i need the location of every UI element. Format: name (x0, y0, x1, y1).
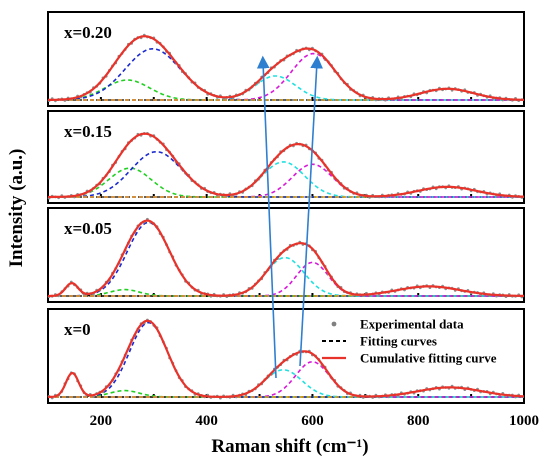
x-tick-label: 200 (90, 413, 113, 429)
fitting-curve-p850 (48, 186, 525, 198)
fitting-curve-p850 (48, 285, 524, 297)
fitting-curve-p250 (48, 288, 524, 297)
fitting-curve-p850 (48, 386, 525, 398)
panel-4: x=0 (47, 308, 525, 404)
panel-label: x=0.20 (64, 23, 112, 42)
y-axis-label: Intensity (a.u.) (6, 149, 27, 268)
panel-label: x=0 (64, 320, 91, 339)
legend: Experimental data Fitting curves Cumulativ… (322, 317, 497, 366)
cumulative-fitting-curve (48, 35, 524, 102)
fitting-curve-p600 (48, 261, 524, 297)
x-tick-label: 800 (407, 413, 430, 429)
panels-layer: x=0.20 x=0.15 x=0.05 x=0 (47, 11, 525, 404)
panel-1: x=0.20 (47, 11, 525, 107)
fitting-curve-p250 (48, 389, 524, 398)
legend-marker-experimental (331, 321, 337, 327)
panel-frame (47, 207, 525, 303)
x-tick-label: 1000 (509, 413, 539, 429)
shift-arrow-right (299, 55, 324, 367)
panel-frame (47, 110, 525, 204)
fitting-curve-p850 (48, 88, 524, 101)
x-tick-label: 600 (301, 413, 324, 429)
axes-text-layer: 200 400 600 800 1000 Raman shift (cm⁻¹) Intens… (6, 149, 539, 457)
fitting-curve-p600 (48, 52, 524, 101)
panel-frame (47, 11, 525, 107)
cumulative-fitting-curve (48, 319, 525, 399)
fitting-curve-p300 (48, 151, 524, 198)
cumulative-fitting-curve (48, 219, 524, 298)
panel-label: x=0.15 (64, 122, 112, 141)
panel-3: x=0.05 (47, 207, 525, 303)
panel-2: x=0.15 (47, 110, 525, 204)
x-axis-label: Raman shift (cm⁻¹) (211, 436, 368, 457)
legend-label: Cumulative fitting curve (360, 351, 497, 366)
legend-label: Fitting curves (360, 334, 437, 349)
panel-frame (47, 308, 525, 404)
arrows-layer (256, 55, 324, 379)
fitting-curve-p600 (48, 163, 524, 198)
cumulative-fitting-curve (48, 132, 525, 199)
shift-arrow-left (256, 55, 277, 379)
panel-label: x=0.05 (64, 219, 112, 238)
fitting-curve-p550 (48, 161, 524, 198)
legend-label: Experimental data (360, 317, 464, 332)
x-tick-label: 400 (195, 413, 218, 429)
